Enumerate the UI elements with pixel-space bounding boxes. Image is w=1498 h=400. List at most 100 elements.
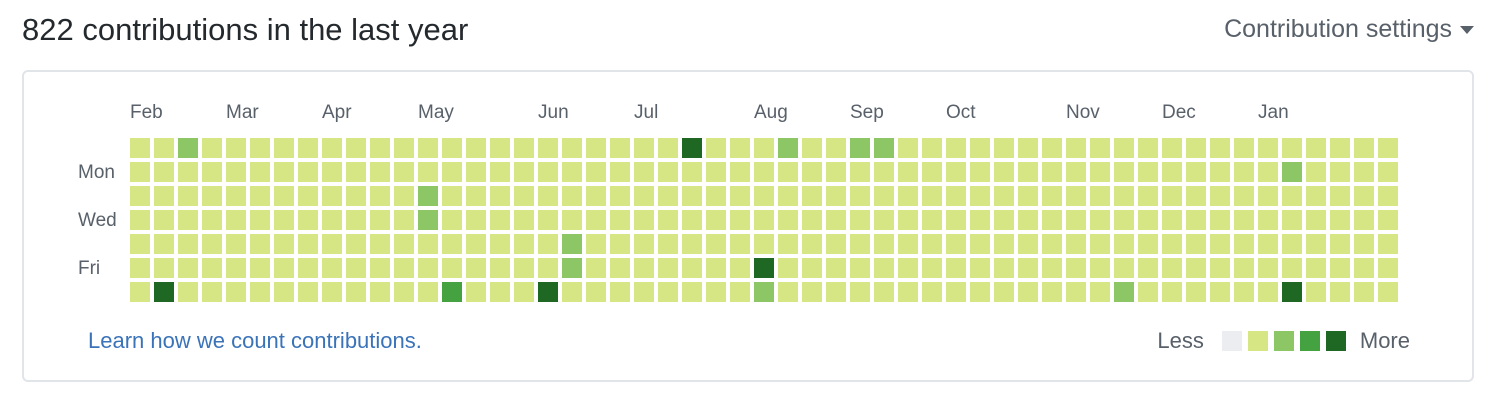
day-cell[interactable] [1210, 234, 1230, 254]
day-cell[interactable] [946, 210, 966, 230]
day-cell[interactable] [682, 258, 702, 278]
day-cell[interactable] [754, 162, 774, 182]
day-cell[interactable] [658, 138, 678, 158]
day-cell[interactable] [418, 282, 438, 302]
day-cell[interactable] [1138, 234, 1158, 254]
day-cell[interactable] [346, 186, 366, 206]
day-cell[interactable] [586, 282, 606, 302]
day-cell[interactable] [274, 282, 294, 302]
day-cell[interactable] [394, 162, 414, 182]
day-cell[interactable] [898, 162, 918, 182]
day-cell[interactable] [226, 258, 246, 278]
day-cell[interactable] [994, 186, 1014, 206]
day-cell[interactable] [658, 234, 678, 254]
day-cell[interactable] [1258, 258, 1278, 278]
day-cell[interactable] [922, 162, 942, 182]
day-cell[interactable] [946, 138, 966, 158]
learn-contributions-link[interactable]: Learn how we count contributions. [88, 328, 422, 353]
day-cell[interactable] [922, 210, 942, 230]
day-cell[interactable] [682, 186, 702, 206]
day-cell[interactable] [1066, 234, 1086, 254]
day-cell[interactable] [1066, 210, 1086, 230]
day-cell[interactable] [250, 258, 270, 278]
day-cell[interactable] [754, 258, 774, 278]
day-cell[interactable] [922, 258, 942, 278]
day-cell[interactable] [1066, 258, 1086, 278]
day-cell[interactable] [346, 258, 366, 278]
day-cell[interactable] [946, 162, 966, 182]
day-cell[interactable] [1282, 186, 1302, 206]
day-cell[interactable] [658, 258, 678, 278]
day-cell[interactable] [1114, 210, 1134, 230]
day-cell[interactable] [1186, 186, 1206, 206]
day-cell[interactable] [778, 138, 798, 158]
day-cell[interactable] [1282, 210, 1302, 230]
day-cell[interactable] [394, 258, 414, 278]
day-cell[interactable] [682, 162, 702, 182]
day-cell[interactable] [610, 138, 630, 158]
day-cell[interactable] [154, 186, 174, 206]
day-cell[interactable] [1210, 282, 1230, 302]
day-cell[interactable] [178, 138, 198, 158]
day-cell[interactable] [634, 234, 654, 254]
day-cell[interactable] [970, 162, 990, 182]
day-cell[interactable] [682, 138, 702, 158]
day-cell[interactable] [1018, 258, 1038, 278]
day-cell[interactable] [1018, 234, 1038, 254]
day-cell[interactable] [418, 210, 438, 230]
day-cell[interactable] [466, 210, 486, 230]
day-cell[interactable] [1186, 138, 1206, 158]
day-cell[interactable] [538, 234, 558, 254]
day-cell[interactable] [1162, 210, 1182, 230]
day-cell[interactable] [130, 138, 150, 158]
day-cell[interactable] [418, 186, 438, 206]
day-cell[interactable] [370, 258, 390, 278]
day-cell[interactable] [226, 234, 246, 254]
day-cell[interactable] [538, 282, 558, 302]
day-cell[interactable] [1234, 210, 1254, 230]
day-cell[interactable] [1042, 282, 1062, 302]
day-cell[interactable] [1282, 234, 1302, 254]
day-cell[interactable] [514, 234, 534, 254]
day-cell[interactable] [490, 258, 510, 278]
day-cell[interactable] [1114, 162, 1134, 182]
day-cell[interactable] [802, 138, 822, 158]
day-cell[interactable] [874, 138, 894, 158]
day-cell[interactable] [946, 258, 966, 278]
day-cell[interactable] [1186, 282, 1206, 302]
day-cell[interactable] [1354, 258, 1374, 278]
day-cell[interactable] [1114, 138, 1134, 158]
day-cell[interactable] [538, 258, 558, 278]
day-cell[interactable] [1138, 282, 1158, 302]
day-cell[interactable] [898, 138, 918, 158]
day-cell[interactable] [226, 186, 246, 206]
day-cell[interactable] [970, 186, 990, 206]
day-cell[interactable] [802, 234, 822, 254]
day-cell[interactable] [850, 282, 870, 302]
day-cell[interactable] [1114, 258, 1134, 278]
day-cell[interactable] [874, 210, 894, 230]
day-cell[interactable] [514, 138, 534, 158]
day-cell[interactable] [370, 234, 390, 254]
day-cell[interactable] [322, 282, 342, 302]
day-cell[interactable] [1066, 282, 1086, 302]
day-cell[interactable] [154, 258, 174, 278]
day-cell[interactable] [394, 186, 414, 206]
day-cell[interactable] [706, 234, 726, 254]
day-cell[interactable] [658, 186, 678, 206]
day-cell[interactable] [1138, 138, 1158, 158]
day-cell[interactable] [802, 186, 822, 206]
day-cell[interactable] [154, 138, 174, 158]
day-cell[interactable] [490, 186, 510, 206]
day-cell[interactable] [226, 162, 246, 182]
day-cell[interactable] [826, 210, 846, 230]
day-cell[interactable] [1018, 210, 1038, 230]
day-cell[interactable] [538, 162, 558, 182]
day-cell[interactable] [778, 258, 798, 278]
day-cell[interactable] [562, 138, 582, 158]
day-cell[interactable] [898, 186, 918, 206]
day-cell[interactable] [922, 186, 942, 206]
day-cell[interactable] [202, 258, 222, 278]
day-cell[interactable] [730, 210, 750, 230]
day-cell[interactable] [754, 282, 774, 302]
